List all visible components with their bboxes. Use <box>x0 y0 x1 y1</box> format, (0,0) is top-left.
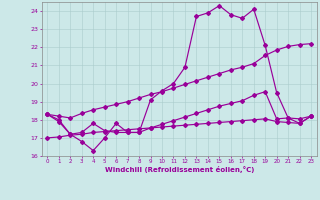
X-axis label: Windchill (Refroidissement éolien,°C): Windchill (Refroidissement éolien,°C) <box>105 166 254 173</box>
